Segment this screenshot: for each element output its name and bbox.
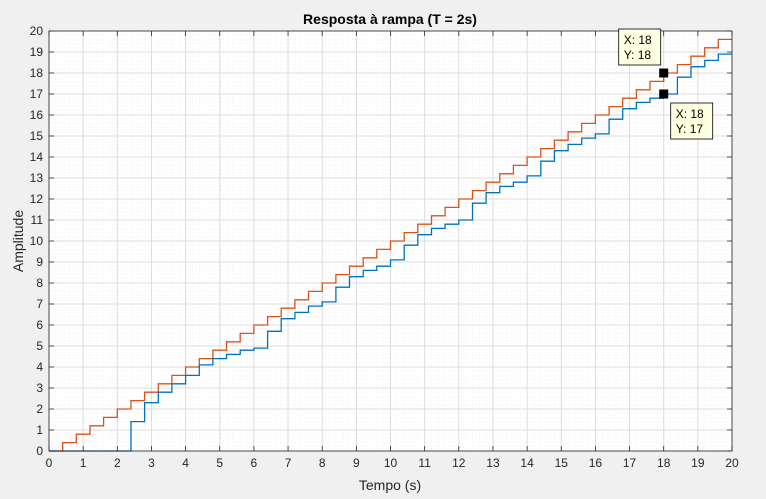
y-tick-label: 9 <box>36 255 43 269</box>
x-tick-label: 20 <box>725 456 739 470</box>
y-tick-label: 11 <box>31 213 44 227</box>
y-tick-label: 17 <box>30 87 44 101</box>
chart-title: Resposta à rampa (T = 2s) <box>303 11 477 27</box>
x-tick-label: 11 <box>418 456 431 470</box>
x-tick-labels: 0 1 2 3 4 5 6 7 8 9 10 11 12 13 14 15 16 17 18 19 20 <box>46 456 739 470</box>
y-tick-label: 8 <box>36 276 43 290</box>
datatip-x-text: X: 18 <box>624 33 652 47</box>
x-axis-label: Tempo (s) <box>359 477 421 493</box>
x-tick-label: 1 <box>80 456 87 470</box>
series-layer <box>49 38 732 452</box>
datatip-x-text: X: 18 <box>676 107 704 121</box>
x-tick-label: 5 <box>216 456 223 470</box>
series-line-1 <box>49 38 732 452</box>
y-tick-label: 18 <box>30 66 44 80</box>
y-tick-label: 0 <box>36 444 43 458</box>
y-tick-label: 7 <box>36 297 43 311</box>
x-tick-label: 19 <box>691 456 705 470</box>
x-tick-label: 7 <box>285 456 292 470</box>
datatip-y-text: Y: 18 <box>624 48 652 62</box>
x-tick-label: 8 <box>319 456 326 470</box>
x-tick-label: 4 <box>182 456 189 470</box>
x-tick-label: 14 <box>520 456 534 470</box>
datatip-marker[interactable] <box>659 89 669 99</box>
y-tick-label: 2 <box>36 402 43 416</box>
x-tick-label: 2 <box>114 456 121 470</box>
datatip-box <box>618 28 662 66</box>
y-tick-label: 15 <box>30 129 44 143</box>
y-tick-label: 4 <box>36 360 43 374</box>
x-tick-label: 18 <box>657 456 671 470</box>
x-tick-label: 6 <box>251 456 258 470</box>
y-tick-label: 5 <box>36 339 43 353</box>
datatip-2[interactable]: X: 18Y: 17 <box>659 89 714 140</box>
x-tick-label: 12 <box>452 456 466 470</box>
y-tick-label: 19 <box>30 45 44 59</box>
y-tick-label: 6 <box>36 318 43 332</box>
datatip-marker[interactable] <box>659 68 669 78</box>
tick-marks <box>48 30 733 452</box>
y-tick-label: 20 <box>30 24 44 38</box>
y-tick-label: 10 <box>30 234 44 248</box>
datatips-layer: X: 18Y: 18X: 18Y: 17 <box>618 28 714 140</box>
datatip-y-text: Y: 17 <box>676 122 704 136</box>
y-tick-label: 12 <box>30 192 44 206</box>
x-tick-label: 10 <box>384 456 398 470</box>
datatip-box <box>670 102 714 140</box>
y-tick-label: 14 <box>30 150 44 164</box>
x-tick-label: 0 <box>46 456 53 470</box>
x-tick-label: 15 <box>555 456 569 470</box>
y-tick-label: 13 <box>30 171 44 185</box>
y-tick-label: 16 <box>30 108 44 122</box>
y-tick-label: 3 <box>36 381 43 395</box>
datatip-1[interactable]: X: 18Y: 18 <box>618 28 669 78</box>
y-axis-label: Amplitude <box>10 210 26 272</box>
x-tick-label: 3 <box>148 456 155 470</box>
y-tick-label: 1 <box>36 423 43 437</box>
x-tick-label: 13 <box>486 456 500 470</box>
series-line-2 <box>49 53 732 452</box>
x-tick-label: 9 <box>353 456 360 470</box>
x-tick-label: 17 <box>623 456 637 470</box>
x-tick-label: 16 <box>589 456 603 470</box>
